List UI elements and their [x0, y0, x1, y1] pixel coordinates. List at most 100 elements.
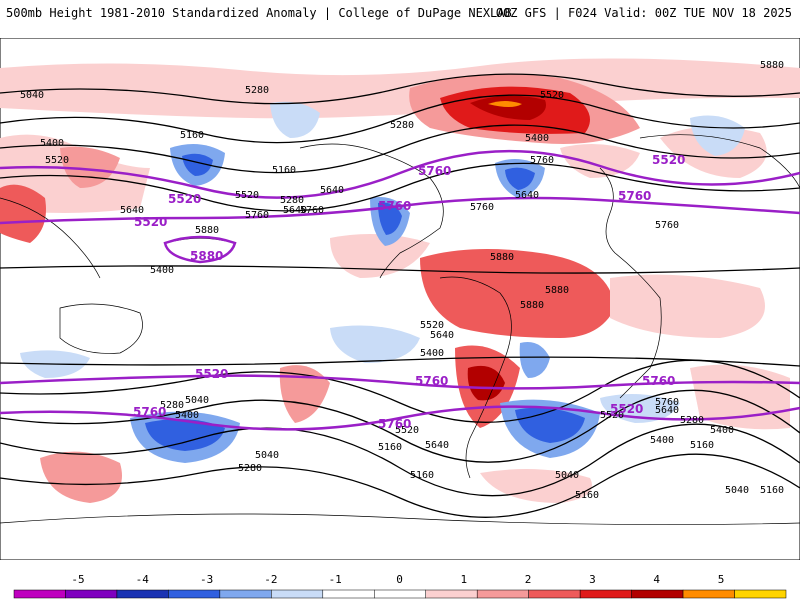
colorbar-bin [219, 589, 272, 599]
contour-label: 5760 [300, 205, 324, 216]
colorbar-bin [476, 589, 529, 599]
contour-label: 5280 [245, 85, 269, 96]
contour-label: 5640 [430, 330, 454, 341]
colorbar-bin [734, 589, 787, 599]
contour-label: 5760 [655, 397, 679, 408]
contour-label: 5520 [540, 90, 564, 101]
coastline [439, 276, 512, 479]
anomaly-positive-area [467, 365, 505, 401]
colorbar-bin [425, 589, 478, 599]
highlight-contour-label: 5520 [610, 402, 643, 416]
contour-label: 5520 [420, 320, 444, 331]
contour-label: 5520 [600, 410, 624, 421]
contour-5640 [0, 359, 800, 423]
contour-label: 5400 [175, 410, 199, 421]
colorbar-tick-label: -4 [136, 573, 150, 586]
contour-label: 5880 [760, 60, 784, 71]
colorbar-tick-label: -5 [71, 573, 84, 586]
anomaly-positive-area [330, 234, 430, 278]
colorbar-bin [631, 589, 684, 599]
contour-5040 [0, 73, 800, 105]
contour-label: 5040 [185, 395, 209, 406]
contour-label: 5280 [280, 195, 304, 206]
colorbar-tick-label: 4 [653, 573, 660, 586]
anomaly-negative-area [378, 202, 402, 235]
anomaly-negative-area [690, 115, 745, 156]
anomaly-positive-area [610, 274, 765, 338]
contour-label: 5640 [515, 190, 539, 201]
colorbar-bin [374, 589, 426, 599]
highlight-contour-label: 5760 [618, 189, 651, 203]
contour-label: 5880 [520, 300, 544, 311]
coastline [0, 513, 800, 526]
anomaly-negative-area [270, 101, 320, 138]
purple-contour-5520 [0, 405, 800, 431]
contour-label: 5160 [690, 440, 714, 451]
contour-label: 5520 [45, 155, 69, 166]
contour-label: 5040 [725, 485, 749, 496]
contour-label: 5160 [180, 130, 204, 141]
coastline [299, 143, 444, 279]
contour-label: 5400 [150, 265, 174, 276]
anomaly-positive-area [0, 184, 46, 243]
contour-label: 5640 [655, 405, 679, 416]
contour-label: 5160 [272, 165, 296, 176]
contour-label: 5640 [425, 440, 449, 451]
contour-5280 [0, 94, 800, 144]
highlight-contour-label: 5880 [190, 249, 223, 263]
colorbar-tick-labels: -5 -4 -3 -2 -1 0 1 2 3 4 5 [71, 573, 724, 586]
contour-label: 5400 [525, 133, 549, 144]
highlight-contour-label: 5520 [652, 153, 685, 167]
height-anomaly-map: 5040 528051605280540055205640576055205400… [0, 38, 800, 560]
contour-label: 5760 [470, 202, 494, 213]
contour-label: 5400 [420, 348, 444, 359]
colorbar-tick-label: 5 [718, 573, 725, 586]
contour-5880 [0, 356, 800, 367]
coastline [599, 167, 662, 399]
highlight-contour-label: 5520 [168, 192, 201, 206]
colorbar-tick-label: 3 [589, 573, 596, 586]
anomaly-negative-area [330, 325, 420, 363]
anomaly-positive-area [488, 101, 522, 107]
contour-label: 5040 [255, 450, 279, 461]
contour-label: 5520 [395, 425, 419, 436]
colorbar-tick-label: 0 [396, 573, 403, 586]
anomaly-positive-area [560, 144, 640, 178]
height-contours [0, 73, 800, 518]
highlight-contour-label: 5760 [415, 374, 448, 388]
colorbar-bin [682, 589, 735, 599]
colorbar-bin [579, 589, 632, 599]
anomaly-negative-area [182, 153, 213, 176]
contour-label: 5880 [195, 225, 219, 236]
colorbar-bin [116, 589, 169, 599]
anomaly-negative-area [145, 419, 225, 451]
colorbar-bins [13, 589, 787, 599]
purple-labels: 5520 5760 5880 5520 5760 5760 5520 5760 5760 5760… [133, 153, 685, 431]
contour-5880 [0, 265, 800, 274]
contour-5040 [0, 453, 800, 518]
contour-label: 5880 [490, 252, 514, 263]
contour-label: 5400 [650, 435, 674, 446]
anomaly-positive-area [40, 451, 122, 503]
colorbar: -5 -4 -3 -2 -1 0 1 2 3 4 5 [13, 573, 787, 599]
colorbar-bin [322, 589, 375, 599]
contour-label: 5160 [575, 490, 599, 501]
colorbar-bin [168, 589, 221, 599]
purple-contour-5880 [163, 235, 237, 264]
highlight-contour-label: 5760 [378, 417, 411, 431]
highlight-contour-label: 5760 [418, 164, 451, 178]
highlight-contour-label: 5760 [133, 405, 166, 419]
contour-label: 5760 [245, 210, 269, 221]
highlight-contour-label: 5760 [378, 199, 411, 213]
contour-5400 [0, 389, 800, 463]
colorbar-bin [13, 589, 66, 599]
contour-label: 5280 [238, 463, 262, 474]
anomaly-positive-area [60, 146, 120, 188]
highlight-contour-label: 5520 [134, 215, 167, 229]
colorbar-bin [65, 589, 118, 599]
coastlines [0, 134, 800, 526]
coastline [59, 303, 143, 354]
highlight-contours [0, 149, 800, 431]
contour-label: 5760 [655, 220, 679, 231]
contour-5160 [0, 423, 800, 497]
